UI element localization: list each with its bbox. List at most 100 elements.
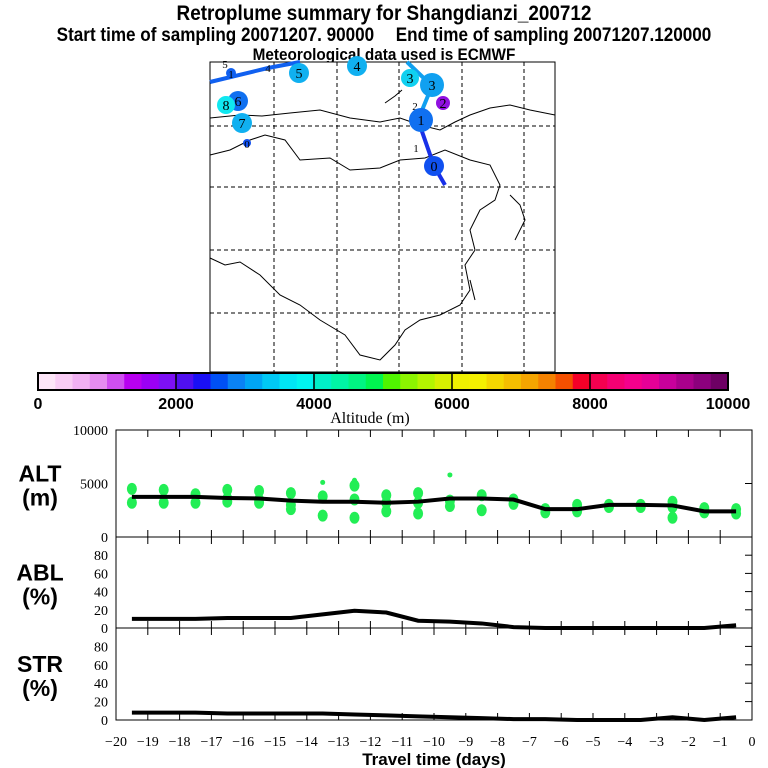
altitude-cluster-dot — [349, 511, 360, 524]
colorbar-cell — [624, 373, 643, 390]
panel-ylabel: (m) — [22, 485, 58, 511]
altitude-cluster-dot — [413, 507, 424, 520]
x-tick-label: −12 — [359, 735, 381, 750]
altitude-cluster-dot — [381, 505, 392, 518]
altitude-cluster-dot — [413, 487, 424, 500]
colorbar-cell — [348, 373, 367, 390]
trajectory-marker — [436, 96, 450, 110]
y-tick-label: 5000 — [80, 478, 108, 493]
colorbar-cell — [38, 373, 56, 390]
y-tick-label: 0 — [101, 622, 108, 637]
trajectory-marker-label: 7 — [239, 117, 246, 132]
colorbar-frame — [37, 372, 729, 391]
trajectory-marker — [420, 73, 444, 97]
panel-frame — [115, 627, 753, 721]
trajectory-marker-label: 1 — [228, 69, 234, 81]
start-time: Start time of sampling 20071207. 90000 — [56, 25, 375, 46]
panel-ylabel: (%) — [22, 675, 58, 701]
y-tick-label: 40 — [94, 586, 108, 601]
sampling-times: Start time of sampling 20071207. 90000 En… — [38, 25, 729, 47]
y-tick-label: 60 — [94, 567, 108, 582]
x-tick-label: −18 — [169, 735, 191, 750]
x-tick-label: −11 — [392, 735, 413, 750]
x-tick-label: −8 — [490, 735, 505, 750]
trajectory-marker-label: 1 — [418, 114, 425, 129]
x-tick-label: −10 — [423, 735, 445, 750]
map-frame — [209, 61, 556, 372]
series-line — [131, 710, 737, 723]
colorbar-cell — [383, 373, 401, 390]
colorbar-cell — [641, 373, 660, 390]
colorbar-cell — [365, 373, 384, 390]
panel-frame — [115, 429, 753, 538]
trajectory-marker — [232, 113, 252, 133]
y-tick-label: 80 — [94, 549, 108, 564]
panel-ylabel: (%) — [22, 584, 58, 610]
panel-frame — [115, 536, 753, 629]
x-tick-label: 0 — [749, 735, 756, 750]
y-tick-label: 0 — [101, 531, 108, 546]
trajectory-marker-label: 8 — [223, 99, 230, 114]
altitude-cluster-dot — [126, 496, 137, 509]
altitude-cluster-dot — [190, 496, 201, 509]
colorbar-cell — [659, 373, 677, 390]
trajectory-marker-label: 3 — [429, 79, 436, 94]
trajectory-marker — [243, 139, 251, 147]
x-tick-label: −13 — [328, 735, 350, 750]
x-tick-label: −9 — [458, 735, 473, 750]
panel-ylabel: ABL — [16, 560, 63, 586]
trajectory-marker — [347, 56, 367, 76]
x-tick-label: −6 — [554, 735, 569, 750]
altitude-cluster-dot — [126, 482, 137, 495]
x-axis-label: Travel time (days) — [362, 750, 506, 768]
x-tick-label: −1 — [713, 735, 728, 750]
colorbar-cell — [469, 373, 487, 390]
colorbar-tick-label: 2000 — [158, 396, 194, 413]
colorbar-tick-label: 8000 — [572, 396, 608, 413]
series-line — [131, 494, 737, 514]
colorbar-cell — [279, 373, 298, 390]
colorbar-cell — [245, 373, 263, 390]
colorbar-cell — [486, 373, 505, 390]
time-series-panels: 0500010000ALT(m)020406080ABL(%)020406080… — [16, 424, 756, 768]
figure-title: Retroplume summary for Shangdianzi_20071… — [176, 2, 592, 25]
panel-ylabel: ALT — [18, 461, 61, 487]
altitude-cluster-dot — [731, 507, 742, 520]
x-tick-label: −20 — [105, 735, 127, 750]
colorbar-cell — [262, 373, 280, 390]
x-tick-label: −19 — [137, 735, 159, 750]
altitude-cluster-dot — [285, 503, 296, 516]
x-tick-label: −5 — [586, 735, 601, 750]
colorbar-cell — [400, 373, 418, 390]
trajectory-marker-label: 5 — [222, 59, 228, 71]
colorbar-cell — [676, 373, 694, 390]
colorbar-cell — [314, 373, 332, 390]
y-tick-label: 0 — [101, 714, 108, 729]
x-tick-label: −14 — [296, 735, 318, 750]
y-tick-label: 60 — [94, 659, 108, 674]
trajectory-marker — [409, 108, 433, 132]
altitude-cluster-dot — [222, 483, 233, 496]
trajectory-marker-label: 4 — [354, 60, 361, 75]
altitude-cluster-dot — [444, 499, 455, 512]
trajectory-marker-label: 4 — [265, 63, 271, 75]
colorbar-cell — [89, 373, 108, 390]
altitude-cluster-dot — [320, 479, 326, 485]
colorbar-cell — [572, 373, 591, 390]
colorbar-cell — [693, 373, 712, 390]
altitude-cluster-dot — [254, 484, 265, 497]
trajectory-marker-label: 6 — [235, 95, 242, 110]
colorbar-cell — [521, 373, 539, 390]
y-tick-label: 20 — [94, 604, 108, 619]
colorbar-title: Altitude (m) — [330, 410, 410, 427]
colorbar-cell — [417, 373, 436, 390]
colorbar-cell — [296, 373, 315, 390]
colorbar-cell — [227, 373, 246, 390]
altitude-cluster-dot — [667, 511, 678, 524]
y-tick-label: 10000 — [73, 424, 108, 439]
end-time: End time of sampling 20071207.120000 — [395, 25, 712, 46]
x-tick-label: −15 — [264, 735, 286, 750]
colorbar-cell — [710, 373, 729, 390]
colorbar-tick-label: 6000 — [434, 396, 470, 413]
